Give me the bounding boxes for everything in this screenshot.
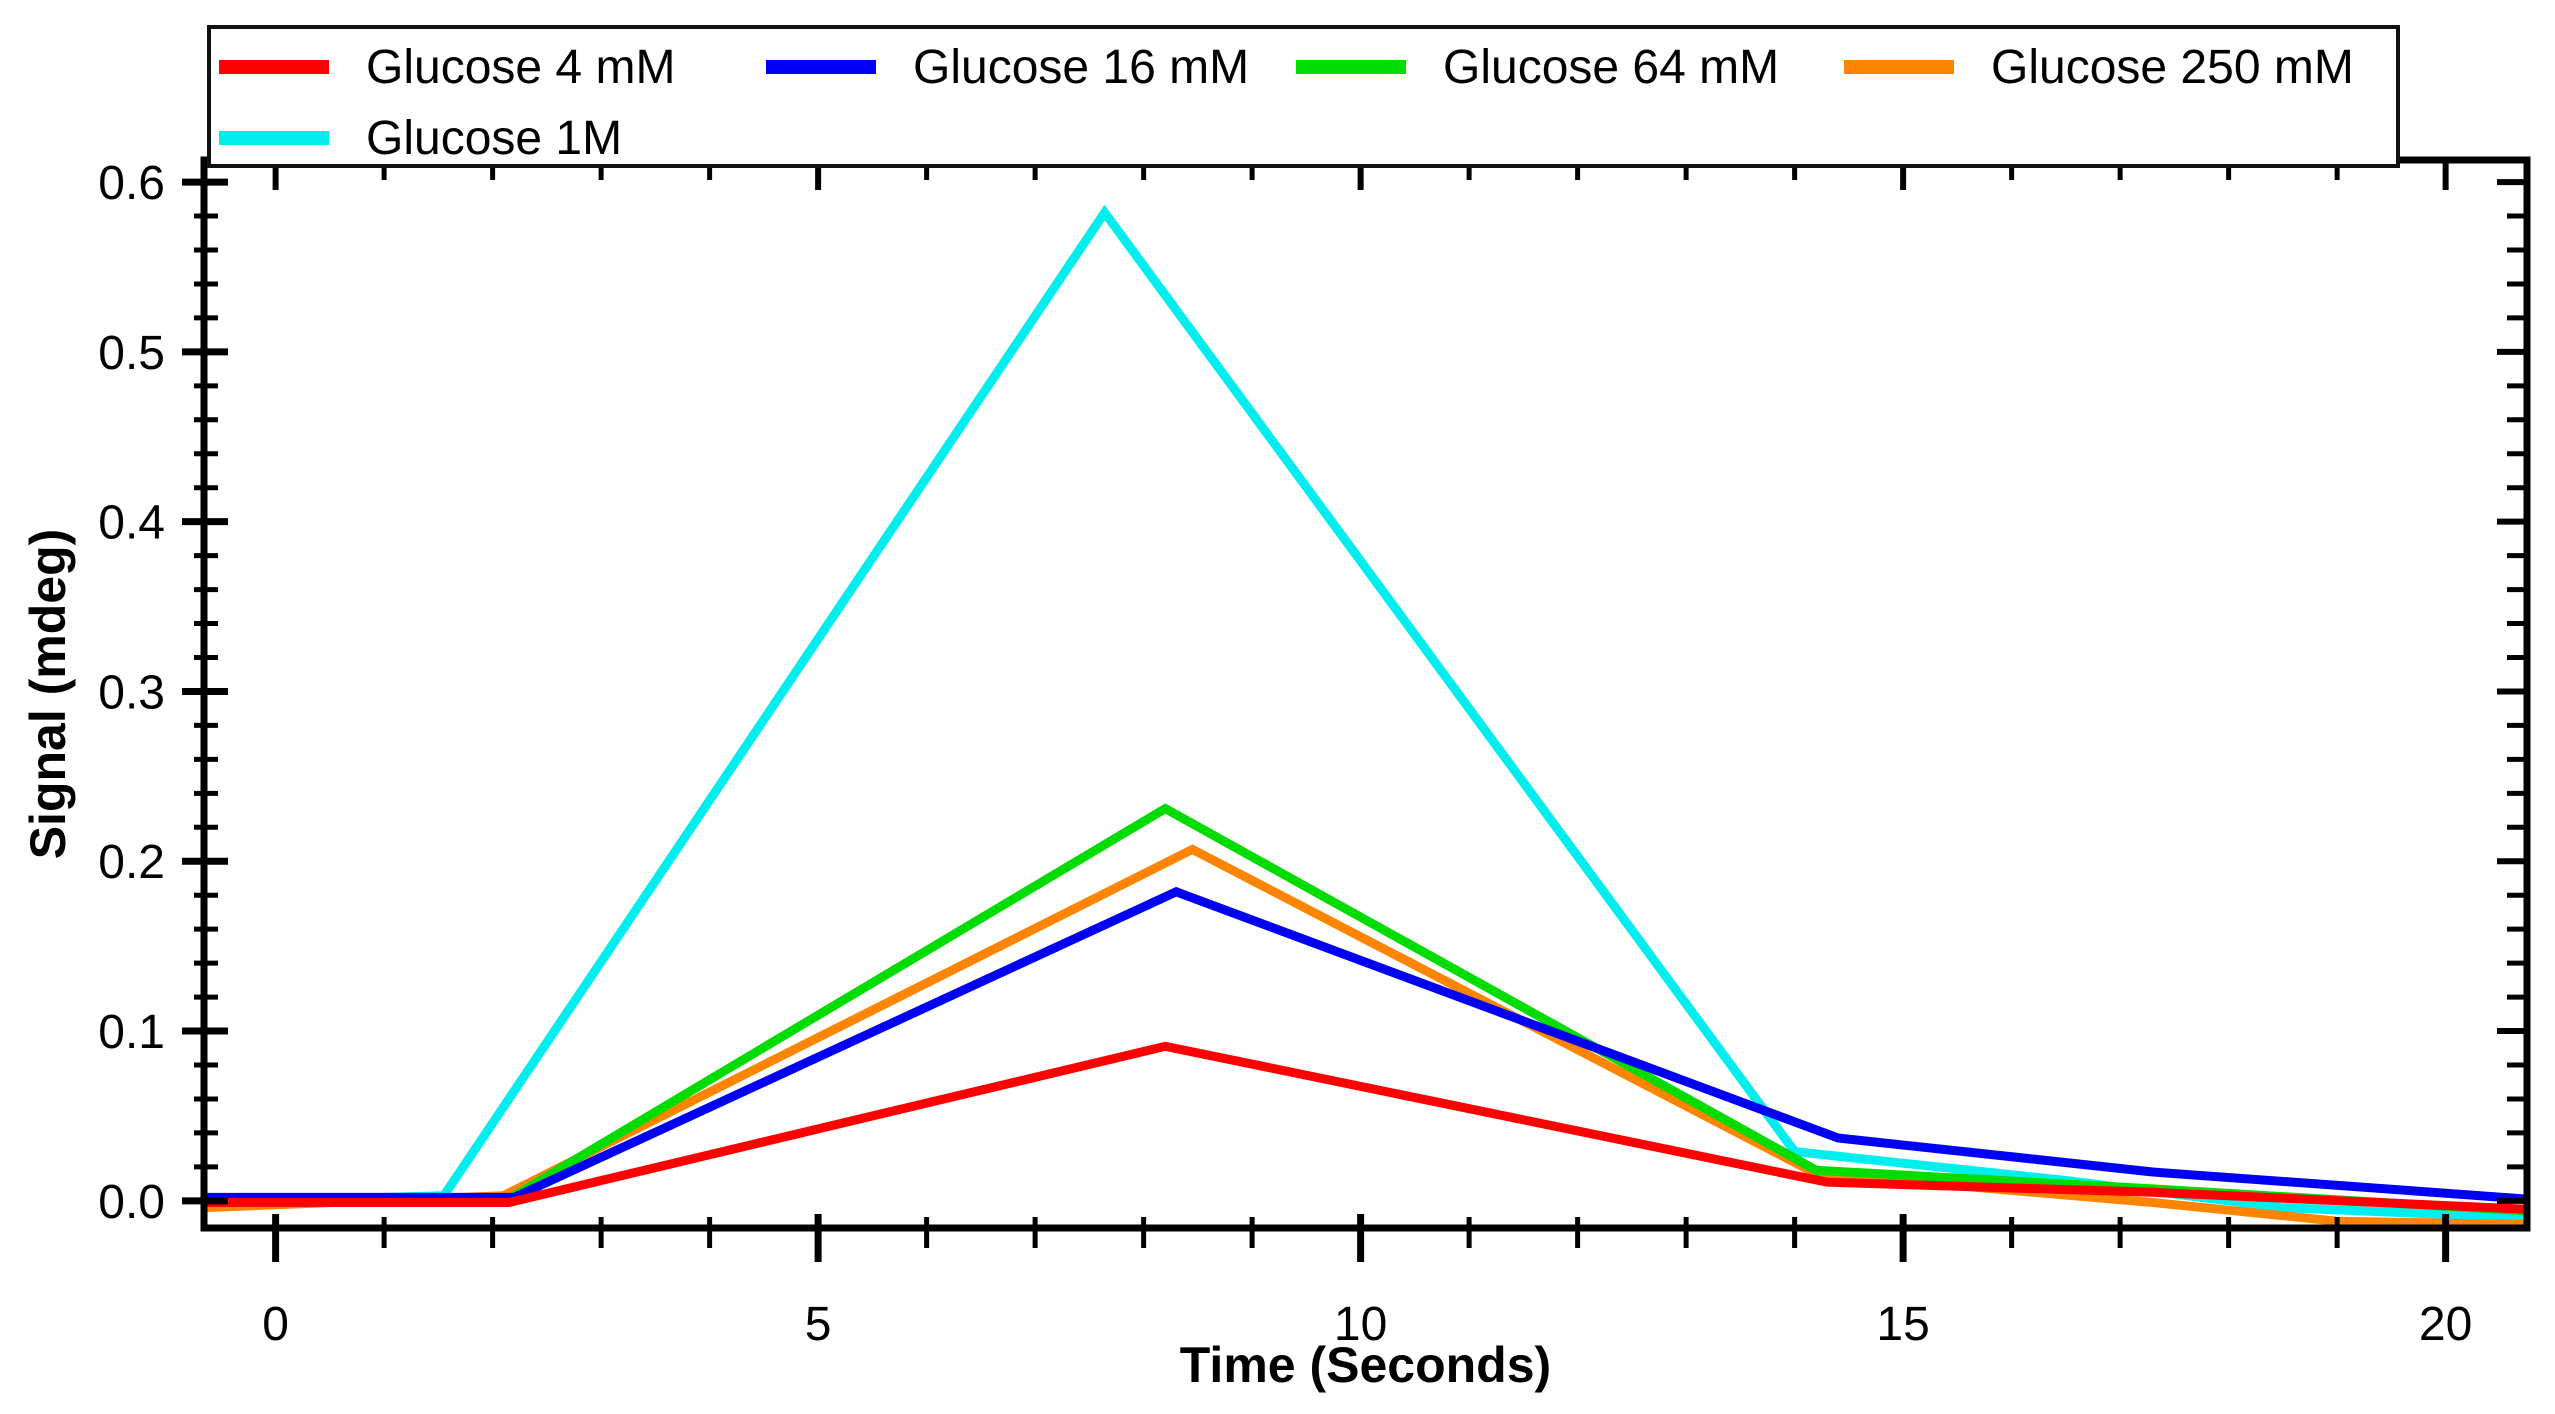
series-line-glucose-4-mm — [204, 1041, 2528, 1214]
y-tick-label: 0.3 — [98, 666, 165, 719]
x-axis-title: Time (Seconds) — [1179, 1337, 1552, 1393]
y-tick-label: 0.5 — [98, 327, 165, 380]
series-line-glucose-1m — [203, 204, 2528, 1223]
legend-item-glucose-1m: Glucose 1M — [219, 112, 622, 165]
series-line-glucose-16-mm — [204, 886, 2528, 1204]
legend-label: Glucose 64 mM — [1443, 40, 1780, 94]
x-tick-label: 10 — [1334, 1298, 1387, 1351]
x-tick-label: 20 — [2419, 1298, 2472, 1351]
legend-item-glucose-250-mm: Glucose 250 mM — [1844, 41, 2354, 94]
legend-label: Glucose 250 mM — [1991, 40, 2354, 94]
y-tick-label: 0.0 — [98, 1176, 165, 1229]
x-tick-label: 0 — [262, 1298, 289, 1351]
y-axis-title: Signal (mdeg) — [20, 528, 76, 860]
legend-label: Glucose 16 mM — [913, 40, 1250, 94]
legend-swatch — [219, 60, 329, 74]
legend-item-glucose-4-mm: Glucose 4 mM — [219, 41, 675, 94]
series-line-glucose-64-mm — [204, 803, 2528, 1216]
legend-item-glucose-16-mm: Glucose 16 mM — [766, 41, 1249, 94]
y-tick-label: 0.1 — [98, 1006, 165, 1059]
legend-swatch — [1296, 60, 1406, 74]
y-tick-label: 0.4 — [98, 497, 165, 550]
legend-label: Glucose 1M — [366, 111, 623, 165]
legend-label: Glucose 4 mM — [366, 40, 676, 94]
legend-item-glucose-64-mm: Glucose 64 mM — [1296, 41, 1779, 94]
y-tick-label: 0.6 — [98, 157, 165, 210]
legend-swatch — [1844, 60, 1954, 74]
legend-swatch — [766, 60, 876, 74]
plot-frame — [200, 156, 2531, 1232]
x-tick-label: 5 — [805, 1298, 832, 1351]
y-tick-label: 0.2 — [98, 836, 165, 889]
legend-swatch — [219, 131, 329, 145]
x-tick-label: 15 — [1876, 1298, 1929, 1351]
legend: Glucose 4 mM Glucose 16 mM Glucose 64 mM Gl… — [207, 25, 2400, 168]
